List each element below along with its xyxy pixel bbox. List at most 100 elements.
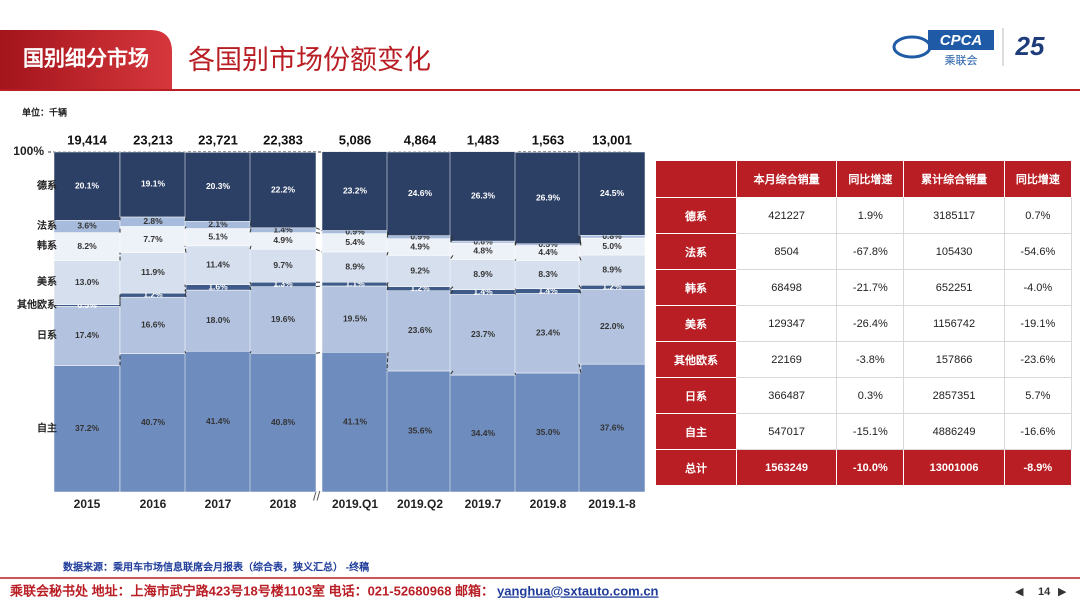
- total-label: 4,864: [404, 132, 437, 147]
- table-cell: -19.1%: [1003, 305, 1073, 342]
- table-cell: -67.8%: [836, 233, 905, 270]
- value-label: 18.0%: [206, 315, 231, 325]
- table-cell: -26.4%: [836, 305, 905, 342]
- value-label: 13.0%: [75, 277, 100, 287]
- x-tick-label: 2019.Q2: [397, 497, 443, 511]
- bar-segment: [249, 248, 317, 283]
- connector: [578, 364, 582, 374]
- value-label: 8.9%: [602, 264, 622, 274]
- value-label: 1.6%: [208, 282, 228, 292]
- total-label: 5,086: [339, 132, 372, 147]
- total-label: 22,383: [263, 132, 303, 147]
- table-row: 法系 8504 -67.8% 105430 -54.6%: [655, 233, 1073, 270]
- connector: [514, 288, 517, 291]
- bar-segment: [53, 232, 121, 261]
- bar-segment: [53, 365, 121, 493]
- connector: [514, 372, 517, 376]
- bar-segment: [119, 353, 187, 493]
- connector: [386, 352, 389, 371]
- bar-segment: [514, 293, 582, 374]
- logo-box: [928, 30, 994, 50]
- value-label: 11.9%: [141, 267, 165, 277]
- legend-label: 韩系: [37, 239, 57, 252]
- value-label: 0.9%: [410, 231, 430, 241]
- value-label: 5.1%: [208, 231, 228, 241]
- x-tick-label: 2019.1-8: [588, 497, 636, 511]
- value-label: 24.6%: [408, 188, 433, 198]
- table-cell: 129347: [735, 305, 838, 342]
- value-label: 41.1%: [343, 416, 368, 426]
- value-label: 22.2%: [271, 184, 296, 194]
- value-label: 23.4%: [536, 327, 561, 337]
- legend-label: 德系: [36, 179, 57, 192]
- prev-arrow[interactable]: ◀: [1015, 586, 1024, 598]
- value-label: 9.2%: [410, 265, 430, 275]
- value-label: 40.8%: [271, 417, 296, 427]
- bar-segment: [119, 151, 187, 218]
- table-cell: 总计: [655, 449, 737, 486]
- connector: [315, 227, 323, 231]
- table-cell: 美系: [655, 305, 737, 342]
- table-row: 本月综合销量 同比增速 累计综合销量 同比增速: [655, 160, 1073, 198]
- page-number: 14: [1038, 586, 1051, 598]
- table-row: 日系 366487 0.3% 2857351 5.7%: [655, 377, 1073, 414]
- table-cell: 自主: [655, 413, 737, 450]
- legend-label: 日系: [37, 329, 57, 342]
- connector: [578, 237, 582, 246]
- table-cell: 德系: [655, 197, 737, 234]
- axis-break: //: [313, 488, 321, 503]
- total-label: 1,483: [467, 132, 500, 147]
- connector: [249, 245, 252, 250]
- bar-segment: [578, 254, 646, 286]
- table-row: 德系 421227 1.9% 3185117 0.7%: [655, 197, 1073, 234]
- value-label: 1.3%: [273, 279, 293, 289]
- logo-mark: [892, 35, 932, 59]
- connector: [184, 245, 187, 253]
- value-label: 4.9%: [273, 235, 293, 245]
- bar-segment: [249, 286, 317, 354]
- anniversary: 25: [1015, 31, 1045, 61]
- table-cell: 652251: [903, 269, 1005, 306]
- table-row: 总计 1563249 -10.0% 13001006 -8.9%: [655, 449, 1073, 486]
- value-label: 1.4%: [473, 286, 493, 296]
- table-cell: 8504: [735, 233, 838, 270]
- bar-segment: [386, 370, 454, 493]
- value-label: 34.4%: [471, 428, 496, 438]
- value-label: 23.2%: [343, 185, 368, 195]
- value-label: 26.9%: [536, 192, 561, 202]
- table-cell: 1.9%: [836, 197, 905, 234]
- table-cell: 日系: [655, 377, 737, 414]
- bar-segment: [249, 353, 317, 493]
- bar-segment: [53, 306, 121, 366]
- table-cell: 5.7%: [1003, 377, 1073, 414]
- next-arrow[interactable]: ▶: [1058, 586, 1067, 598]
- table-row: 其他欧系 22169 -3.8% 157866 -23.6%: [655, 341, 1073, 378]
- section-box: [0, 30, 172, 90]
- value-label: 19.6%: [271, 314, 296, 324]
- value-label: 8.9%: [345, 261, 365, 271]
- table-cell: -23.6%: [1003, 341, 1073, 378]
- legend-label: 自主: [37, 421, 57, 434]
- x-tick-label: 2017: [205, 497, 232, 511]
- connector: [184, 289, 187, 298]
- connector: [184, 226, 187, 229]
- connector: [386, 282, 389, 287]
- bar-segment: [321, 285, 389, 353]
- connector: [578, 254, 582, 261]
- table-cell: -15.1%: [836, 413, 905, 450]
- table-cell: -16.6%: [1003, 413, 1073, 450]
- table-cell: 韩系: [655, 269, 737, 306]
- section-title: 国别细分市场: [23, 47, 149, 71]
- table-cell: -10.0%: [836, 449, 905, 486]
- connector: [514, 259, 517, 261]
- value-label: 3.6%: [77, 221, 97, 231]
- value-label: 1.1%: [345, 278, 365, 288]
- logo-sub: 乘联会: [945, 54, 978, 67]
- value-label: 23.6%: [408, 325, 433, 335]
- x-tick-label: 2019.7: [465, 497, 502, 511]
- legend-label: 其他欧系: [17, 298, 57, 311]
- connector: [249, 228, 252, 233]
- value-label: 41.4%: [206, 416, 231, 426]
- connector: [449, 370, 454, 376]
